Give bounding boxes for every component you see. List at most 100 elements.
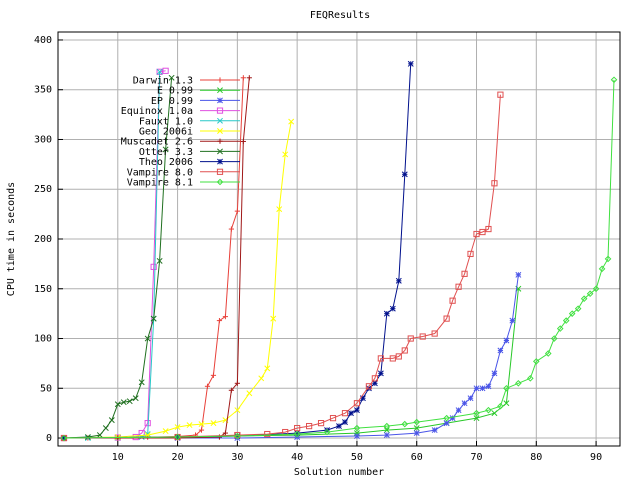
data-point-ep-0-99	[503, 337, 510, 344]
data-point-vampire-8-0	[294, 424, 301, 432]
data-point-vampire-8-1	[174, 433, 181, 441]
legend-label-vampire-8-1: Vampire 8.1	[127, 178, 193, 189]
data-point-theo-2006	[377, 370, 384, 377]
data-point-vampire-8-0	[234, 431, 241, 439]
y-tick-label: 350	[34, 85, 52, 96]
legend-label-theo-2006: Theo 2006	[139, 157, 193, 168]
data-point-ep-0-99	[485, 383, 492, 390]
legend-marker-muscadet-2-6	[217, 138, 223, 144]
data-point-muscadet-2-6	[234, 380, 240, 386]
data-point-otter-3-3	[108, 417, 115, 424]
data-point-vampire-8-1	[586, 290, 594, 298]
data-point-e-0-99	[383, 427, 390, 434]
data-point-otter-3-3	[84, 434, 91, 440]
data-point-vampire-8-1	[562, 317, 570, 324]
y-tick-label: 300	[34, 134, 52, 145]
legend-label-darwin-1-3: Darwin 1.3	[133, 76, 193, 87]
data-point-muscadet-2-6	[222, 430, 229, 436]
data-point-vampire-8-0	[371, 375, 378, 382]
data-point-ep-0-99	[467, 395, 474, 402]
data-point-vampire-8-1	[544, 350, 552, 357]
x-tick-label: 80	[530, 452, 542, 463]
data-point-theo-2006	[353, 407, 360, 414]
legend-label-fauxt-1-0: Fauxt 1.0	[139, 116, 193, 127]
y-tick-label: 400	[34, 35, 52, 46]
data-point-vampire-8-1	[60, 434, 68, 442]
data-point-otter-3-3	[162, 146, 169, 153]
data-point-vampire-8-0	[497, 91, 504, 98]
legend-marker-ep-0-99	[217, 97, 223, 104]
x-tick-label: 50	[351, 452, 363, 463]
data-point-vampire-8-0	[419, 333, 426, 340]
data-point-e-0-99	[491, 410, 498, 417]
data-point-vampire-8-1	[592, 285, 600, 293]
legend-label-e-0-99: E 0.99	[157, 86, 193, 97]
x-tick-label: 30	[231, 452, 243, 463]
x-axis-label: Solution number	[294, 467, 384, 478]
data-point-darwin-1-3	[204, 383, 211, 389]
data-point-geo-2006i	[258, 375, 265, 382]
data-point-vampire-8-0	[431, 330, 438, 337]
series-group	[60, 60, 618, 442]
data-point-geo-2006i	[264, 365, 271, 372]
data-point-geo-2006i	[276, 206, 283, 213]
data-point-otter-3-3	[102, 425, 109, 432]
legend-label-muscadet-2-6: Muscadet 2.6	[121, 137, 193, 148]
data-point-theo-2006	[371, 380, 378, 387]
data-point-vampire-8-0	[377, 355, 384, 362]
data-point-vampire-8-0	[443, 315, 450, 322]
data-point-ep-0-99	[515, 271, 522, 278]
legend-marker-geo-2006i	[217, 128, 223, 134]
data-point-muscadet-2-6	[228, 387, 234, 393]
data-point-vampire-8-0	[329, 415, 337, 422]
data-point-vampire-8-1	[568, 310, 576, 317]
x-tick-label: 20	[172, 452, 184, 463]
x-tick-label: 90	[590, 452, 602, 463]
data-point-vampire-8-0	[407, 335, 414, 342]
data-point-geo-2006i	[270, 315, 277, 322]
data-point-ep-0-99	[509, 317, 516, 324]
data-point-geo-2006i	[282, 151, 289, 158]
data-point-vampire-8-0	[461, 270, 468, 277]
data-point-vampire-8-0	[317, 420, 325, 427]
data-point-ep-0-99	[479, 385, 486, 392]
data-point-otter-3-3	[96, 432, 103, 439]
legend-marker-otter-3-3	[217, 148, 223, 155]
data-point-vampire-8-0	[449, 297, 456, 304]
data-point-theo-2006	[61, 435, 67, 441]
data-point-darwin-1-3	[198, 427, 205, 433]
data-point-vampire-8-1	[574, 305, 582, 312]
data-point-theo-2006	[395, 277, 402, 284]
x-tick-label: 60	[411, 452, 423, 463]
data-point-vampire-8-0	[264, 430, 271, 438]
data-point-otter-3-3	[120, 399, 127, 406]
data-point-geo-2006i	[198, 421, 205, 428]
data-point-ep-0-99	[413, 430, 420, 437]
data-point-vampire-8-1	[580, 295, 588, 303]
data-point-vampire-8-1	[515, 379, 522, 387]
x-tick-label: 70	[470, 452, 482, 463]
data-point-vampire-8-0	[401, 347, 408, 354]
data-point-theo-2006	[348, 410, 354, 417]
data-point-muscadet-2-6	[246, 75, 252, 81]
data-point-vampire-8-1	[383, 422, 391, 430]
data-point-otter-3-3	[138, 379, 145, 386]
y-tick-label: 250	[34, 184, 52, 195]
data-point-vampire-8-1	[503, 384, 510, 392]
x-tick-label: 10	[112, 452, 124, 463]
legend-marker-equinox-1-0a	[216, 107, 224, 114]
data-point-ep-0-99	[443, 420, 450, 427]
data-point-geo-2006i	[174, 424, 181, 431]
data-point-darwin-1-3	[228, 226, 234, 232]
series-line-vampire-8-1	[63, 79, 615, 439]
data-point-geo-2006i	[186, 422, 193, 429]
data-point-darwin-1-3	[234, 208, 240, 214]
data-point-ep-0-99	[491, 370, 498, 377]
data-point-darwin-1-3	[210, 372, 217, 378]
data-point-vampire-8-1	[556, 325, 564, 332]
y-tick-label: 0	[46, 433, 52, 444]
data-point-vampire-8-0	[389, 355, 396, 362]
data-point-vampire-8-1	[485, 406, 492, 414]
